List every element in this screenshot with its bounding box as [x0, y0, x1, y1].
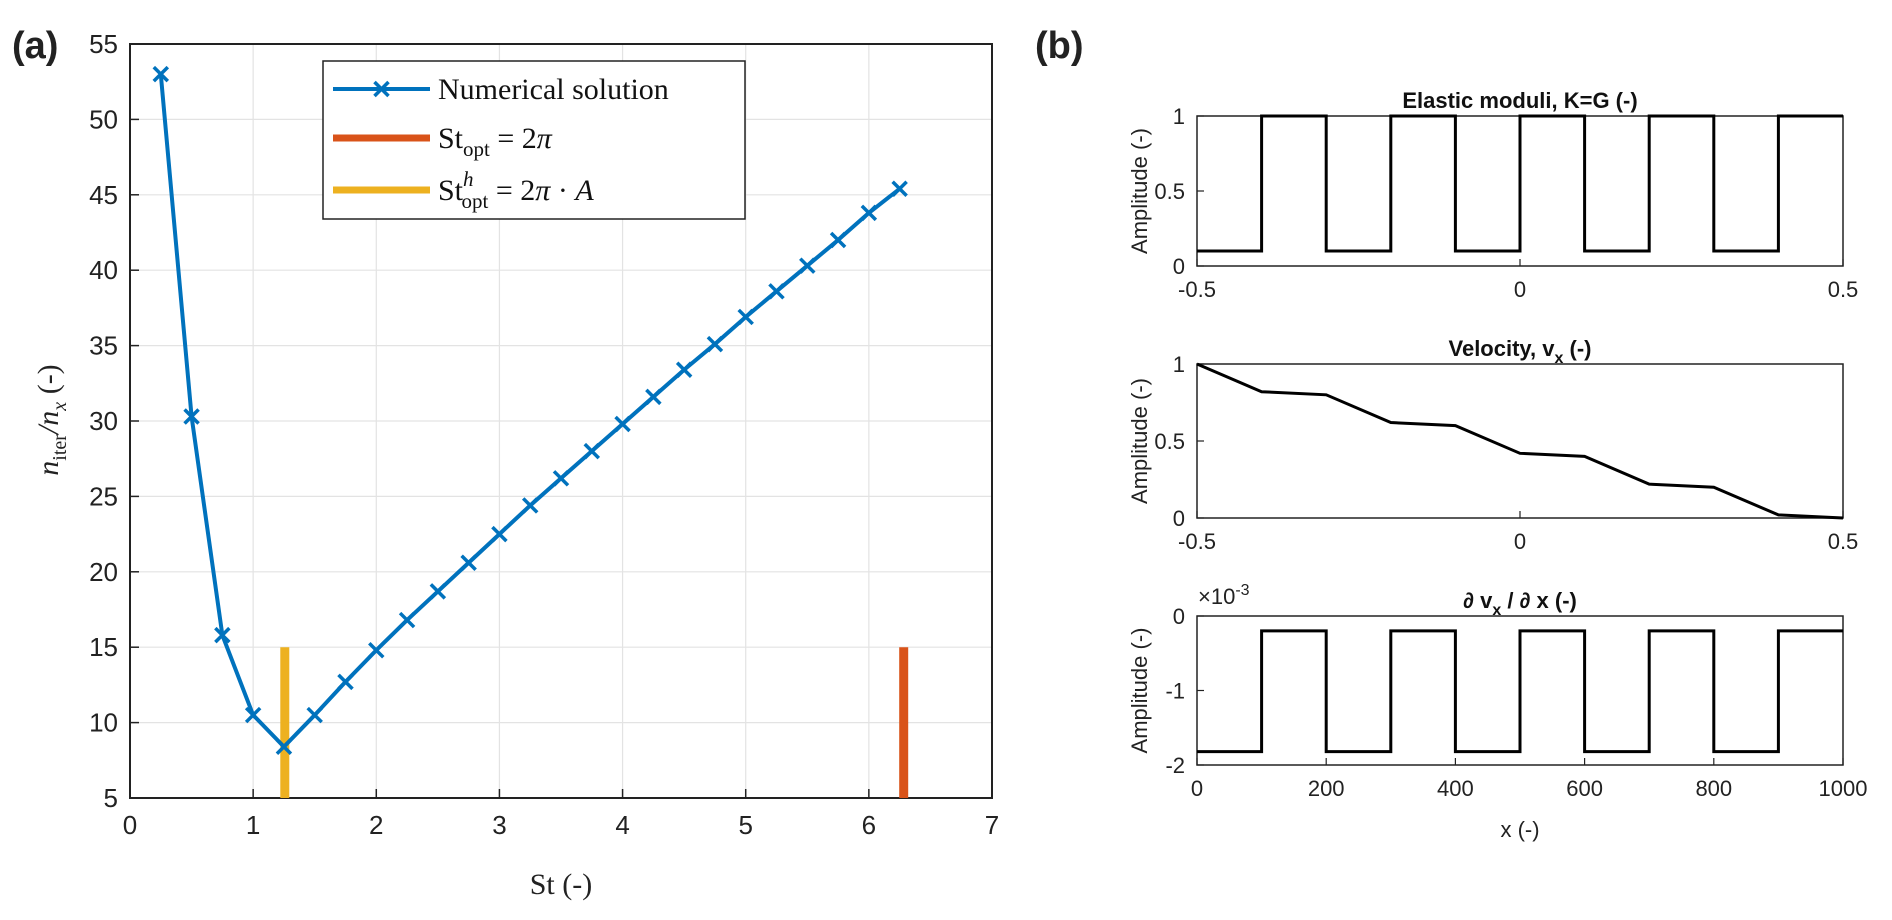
data-point-marker: [337, 673, 354, 691]
y-tick-label: 0.5: [1154, 179, 1185, 204]
data-point-marker: [675, 361, 693, 378]
y-tick-label: 25: [89, 481, 118, 511]
data-point-marker: [491, 525, 508, 543]
data-point-marker: [768, 283, 785, 300]
data-point-marker: [244, 706, 262, 724]
panel-a-xlabel: St (-): [530, 868, 593, 901]
x-tick-label: 4: [615, 810, 629, 840]
data-point-marker: [460, 554, 477, 571]
x-tick-label: 0: [123, 810, 137, 840]
y-tick-label: 45: [89, 180, 118, 210]
x-tick-label: 400: [1437, 776, 1474, 801]
y-tick-label: 50: [89, 104, 118, 134]
x-tick-label: 2: [369, 810, 383, 840]
legend-label-st-h-opt: Sth opt = 2π · A: [438, 167, 594, 213]
panel-a-ylabel: niter/nx (-): [32, 364, 71, 475]
y-tick-label: 0: [1173, 506, 1185, 531]
data-point-marker: [521, 497, 539, 514]
subplot-title: ∂ vx / ∂ x (-): [1463, 588, 1577, 619]
x-tick-label: 0: [1514, 529, 1526, 554]
subplot-ylabel: Amplitude (-): [1127, 628, 1152, 754]
svg-text:niter/nx (-): niter/nx (-): [32, 364, 71, 475]
panel-a-legend: Numerical solution Stopt = 2π Sth opt = 2…: [322, 60, 746, 220]
y-tick-label: 5: [104, 783, 118, 813]
x-tick-label: 7: [985, 810, 999, 840]
exponent-label: ×10-3: [1198, 582, 1250, 609]
legend-label-numerical: Numerical solution: [438, 73, 669, 106]
y-tick-label: 1: [1173, 352, 1185, 377]
data-point-marker: [706, 335, 724, 353]
x-tick-label: 3: [492, 810, 506, 840]
panel-a-label: (a): [12, 25, 58, 67]
y-tick-label: 55: [89, 29, 118, 59]
panel-b-label: (b): [1035, 25, 1084, 67]
x-tick-label: 6: [862, 810, 876, 840]
y-tick-label: 0: [1173, 254, 1185, 279]
y-tick-label: 0.5: [1154, 429, 1185, 454]
x-tick-label: 600: [1566, 776, 1603, 801]
x-tick-label: 5: [738, 810, 752, 840]
data-point-marker: [829, 231, 847, 249]
y-tick-label: 35: [89, 331, 118, 361]
subplot-xlabel: x (-): [1500, 817, 1539, 842]
data-point-marker: [645, 388, 662, 406]
subplot-title: Velocity, vx (-): [1449, 336, 1592, 367]
y-tick-label: -2: [1165, 753, 1185, 778]
subplot-line: [1196, 362, 1844, 520]
subplot-line: [1197, 114, 1843, 253]
data-point-marker: [275, 738, 293, 755]
x-tick-label: 1000: [1819, 776, 1868, 801]
y-tick-label: 30: [89, 406, 118, 436]
subplot-ylabel: Amplitude (-): [1127, 378, 1152, 504]
data-point-marker: [891, 180, 908, 198]
y-tick-label: 40: [89, 255, 118, 285]
data-point-marker: [860, 204, 878, 222]
data-point-marker: [614, 415, 631, 433]
data-point-marker: [214, 626, 231, 644]
x-tick-label: -0.5: [1178, 529, 1216, 554]
x-tick-label: 0.5: [1828, 277, 1859, 302]
y-tick-label: 20: [89, 557, 118, 587]
x-tick-label: 800: [1695, 776, 1732, 801]
subplot-title: Elastic moduli, K=G (-): [1402, 88, 1637, 113]
x-tick-label: 0: [1514, 277, 1526, 302]
data-point-marker: [737, 308, 754, 326]
x-tick-label: 0.5: [1828, 529, 1859, 554]
x-tick-label: -0.5: [1178, 277, 1216, 302]
data-point-marker: [306, 706, 323, 724]
y-tick-label: -1: [1165, 679, 1185, 704]
subplot-line: [1197, 629, 1843, 754]
y-tick-label: 10: [89, 708, 118, 738]
data-point-marker: [552, 470, 570, 487]
y-tick-label: 15: [89, 632, 118, 662]
y-tick-label: 1: [1173, 104, 1185, 129]
data-point-marker: [429, 583, 447, 600]
data-point-marker: [398, 611, 416, 629]
x-tick-label: 0: [1191, 776, 1203, 801]
x-tick-label: 200: [1308, 776, 1345, 801]
subplot-axes-box: [1196, 363, 1844, 519]
data-point-marker: [152, 65, 170, 83]
y-tick-label: 0: [1173, 604, 1185, 629]
legend-entry-st-opt: Stopt = 2π: [333, 122, 553, 161]
legend-entry-st-h-opt: Sth opt = 2π · A: [333, 167, 594, 213]
legend-entry-numerical: Numerical solution: [333, 73, 669, 106]
x-tick-label: 1: [246, 810, 260, 840]
data-point-marker: [583, 442, 601, 460]
subplot-ylabel: Amplitude (-): [1127, 128, 1152, 254]
subplot-velocity-gradient: 0 200 400 600 800 1000 -2 -1 0 ∂ vx / ∂ x (-) Ampl…: [1127, 582, 1867, 842]
legend-label-st-opt: Stopt = 2π: [438, 122, 553, 161]
data-point-marker: [368, 641, 385, 659]
panel-a-plot: [152, 65, 909, 798]
data-point-marker: [183, 408, 200, 425]
data-point-marker: [799, 257, 816, 274]
